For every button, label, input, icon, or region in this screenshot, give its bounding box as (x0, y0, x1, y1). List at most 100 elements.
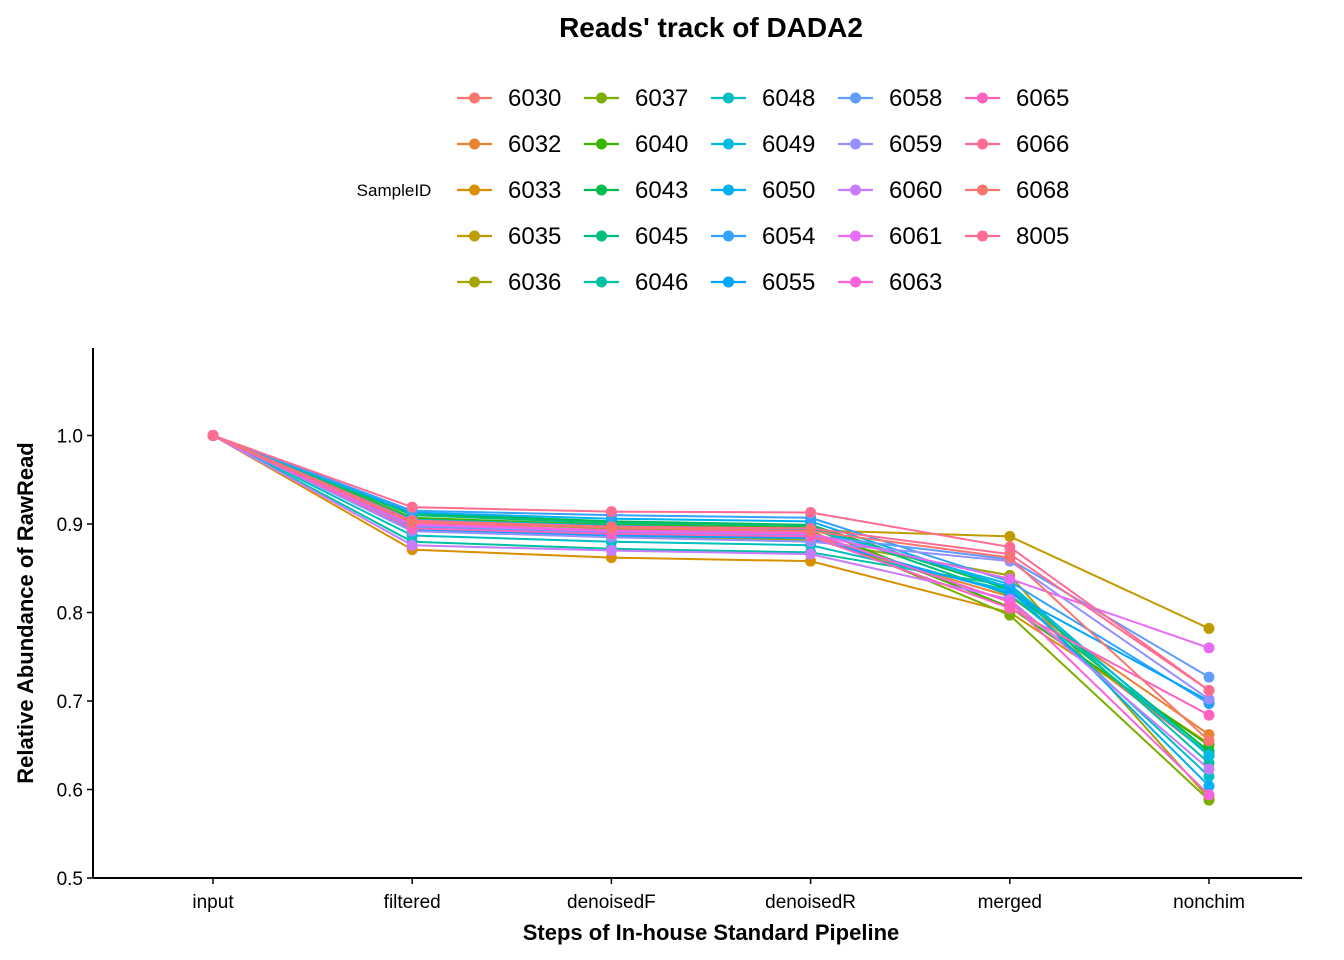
series-6045 (207, 430, 1215, 760)
legend-label: 6035 (508, 223, 561, 250)
data-point (805, 548, 817, 560)
series-line (212, 434, 1210, 717)
series-line (212, 434, 1210, 753)
legend-item: 6059 (838, 131, 942, 158)
x-tick-label: denoisedF (567, 892, 656, 913)
data-point (605, 522, 617, 534)
series-line (212, 434, 1210, 692)
series-6068 (207, 430, 1215, 747)
legend-key-point (596, 184, 607, 196)
chart-title: Reads' track of DADA2 (559, 12, 863, 43)
legend-key-point (596, 92, 607, 104)
legend-item: 6045 (584, 223, 688, 250)
legend-key-point (850, 184, 861, 196)
data-point (207, 430, 219, 441)
data-point (1203, 750, 1215, 762)
legend-key-point (723, 92, 734, 104)
legend-key-point (977, 138, 988, 150)
legend-label: 6050 (762, 177, 815, 204)
legend-item: 6036 (457, 269, 561, 296)
data-point (605, 545, 617, 557)
x-tick-label: nonchim (1173, 892, 1245, 913)
legend-item: 6043 (584, 177, 688, 204)
data-point (1004, 573, 1016, 585)
data-point (805, 506, 817, 518)
data-point (1203, 684, 1215, 696)
series-line (212, 434, 1210, 736)
series-6059 (207, 430, 1215, 705)
series-line (212, 434, 1210, 742)
legend-label: 6060 (889, 177, 942, 204)
legend-item: 6068 (965, 177, 1069, 204)
legend-label: 6066 (1016, 131, 1069, 158)
legend-key-point (596, 138, 607, 150)
y-tick-label: 0.9 (57, 515, 83, 536)
legend-label: 6040 (635, 131, 688, 158)
legend-key-point (977, 230, 988, 242)
axes: 0.5 0.6 0.7 0.8 0.9 1.0 input filtered denoisedF… (57, 348, 1302, 913)
legend-label: 6055 (762, 269, 815, 296)
data-point (1203, 671, 1215, 683)
y-tick-label: 0.6 (57, 781, 83, 802)
x-tick-label: denoisedR (765, 892, 856, 913)
data-point (1203, 709, 1215, 721)
series-line (212, 434, 1210, 692)
series-6066 (207, 430, 1215, 696)
legend-key-point (977, 184, 988, 196)
legend-item: 6030 (457, 85, 561, 112)
legend-key-point (469, 184, 480, 196)
series-6036 (207, 430, 1215, 804)
legend-item: 6048 (711, 85, 815, 112)
legend-item: 6055 (711, 269, 815, 296)
legend-item: 6032 (457, 131, 561, 158)
legend-key-point (469, 138, 480, 150)
series-line (212, 434, 1210, 770)
legend-label: 6061 (889, 223, 942, 250)
x-tick-label: input (192, 892, 234, 913)
legend-label: 6043 (635, 177, 688, 204)
data-point (406, 539, 418, 551)
legend-label: 6059 (889, 131, 942, 158)
legend-item: 6063 (838, 269, 942, 296)
data-point (1203, 763, 1215, 775)
series-6033 (207, 430, 1215, 749)
data-point (1004, 541, 1016, 553)
series-line (212, 434, 1210, 777)
x-tick-label: filtered (384, 892, 441, 913)
series-6061 (207, 430, 1215, 654)
series-6054 (207, 430, 1215, 710)
legend-label: 6065 (1016, 85, 1069, 112)
data-point (1203, 622, 1215, 634)
legend-key-point (723, 138, 734, 150)
data-point (1203, 642, 1215, 654)
legend-item: 6058 (838, 85, 942, 112)
x-tick-label: merged (978, 892, 1042, 913)
legend-label: 6033 (508, 177, 561, 204)
series-line (212, 434, 1210, 747)
legend-label: 6030 (508, 85, 561, 112)
data-point (1203, 780, 1215, 792)
data-point (406, 516, 418, 528)
series-6037 (207, 430, 1215, 806)
y-tick-label: 1.0 (57, 427, 83, 448)
legend-label: 8005 (1016, 223, 1069, 250)
legend-item: 6046 (584, 269, 688, 296)
series-line (212, 434, 1210, 649)
data-point (1004, 602, 1016, 614)
legend-item: 6050 (711, 177, 815, 204)
data-point (605, 506, 617, 518)
legend-label: 6037 (635, 85, 688, 112)
legend-key-point (850, 92, 861, 104)
legend-key-point (469, 230, 480, 242)
legend-item: 6061 (838, 223, 942, 250)
legend-item: 6066 (965, 131, 1069, 158)
legend-key-point (723, 230, 734, 242)
legend-key-point (723, 276, 734, 288)
data-point (406, 501, 418, 513)
y-tick-label: 0.7 (57, 692, 83, 713)
x-axis-title: Steps of In-house Standard Pipeline (523, 920, 900, 945)
legend-key-point (977, 92, 988, 104)
legend-label: 6036 (508, 269, 561, 296)
legend-item: 6060 (838, 177, 942, 204)
